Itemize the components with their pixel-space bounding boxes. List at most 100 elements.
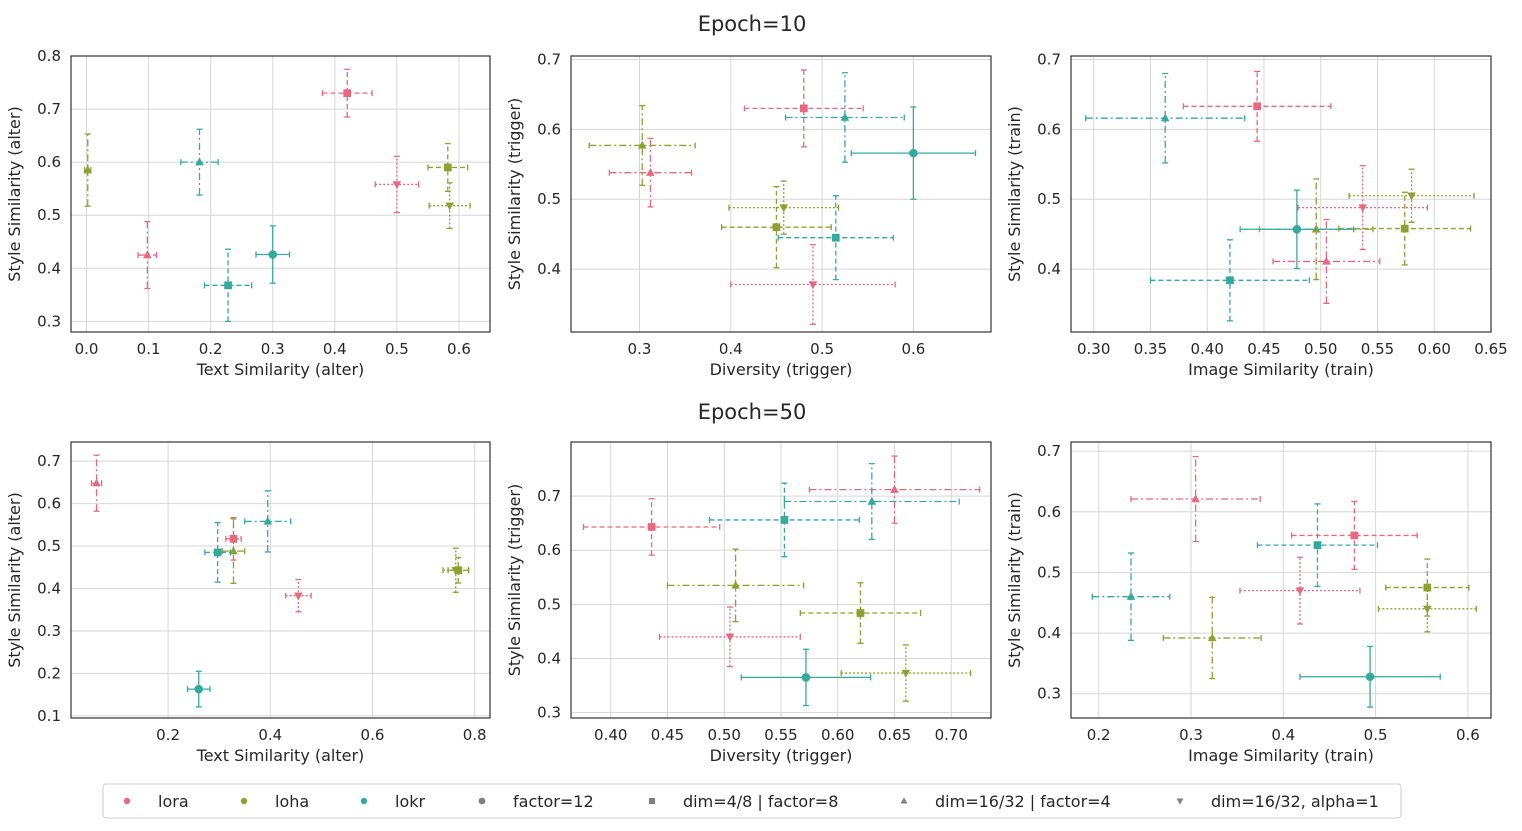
y-tick-label: 0.7 — [1037, 442, 1061, 460]
marker-triangle-down — [1423, 605, 1432, 614]
point-loha-triangle-up — [666, 548, 805, 623]
x-tick-label: 0.6 — [361, 726, 385, 744]
y-tick-label: 0.7 — [537, 50, 561, 68]
marker-square — [1350, 531, 1359, 540]
point-lokr-square — [777, 195, 894, 281]
marker-triangle-down — [451, 567, 461, 575]
marker-triangle-up — [229, 546, 238, 555]
legend-label: lora — [158, 792, 189, 811]
point-lora-square — [743, 69, 864, 148]
point-loha-triangle-down — [1348, 168, 1475, 223]
x-axis-label: Image Similarity (train) — [1188, 360, 1374, 379]
marker-triangle-down — [725, 633, 735, 642]
panel-r1-c0: 0.2 0.4 0.6 0.8 0.1 0.2 0.3 0.4 0.5 0.6 0.7 Text Si… — [5, 441, 491, 765]
point-loha-square — [427, 142, 469, 192]
x-tick-label: 0.6 — [447, 340, 471, 358]
x-tick-label: 0.4 — [258, 726, 282, 744]
y-tick-label: 0.2 — [37, 664, 61, 682]
legend-swatch-lokr — [360, 797, 368, 805]
plot-frame — [1070, 55, 1492, 333]
x-tick-label: 0.5 — [385, 340, 409, 358]
x-tick-label: 0.4 — [1271, 726, 1295, 744]
point-lora-triangle-down — [1239, 556, 1361, 625]
marker-square — [772, 223, 781, 232]
point-lora-triangle-up — [1130, 455, 1261, 543]
marker-triangle-up — [83, 165, 93, 174]
legend-marker-circle — [478, 797, 486, 805]
marker-triangle-down — [1295, 587, 1305, 596]
marker-triangle-up — [646, 167, 655, 176]
point-lokr-triangle-up — [1091, 552, 1171, 642]
y-tick-label: 0.7 — [37, 100, 61, 118]
y-tick-label: 0.5 — [537, 190, 561, 208]
x-tick-label: 0.4 — [323, 340, 347, 358]
legend-item-6: dim=16/32, alpha=1 — [1176, 792, 1379, 811]
y-tick-label: 0.7 — [537, 487, 561, 505]
x-tick-label: 0.60 — [1418, 340, 1451, 358]
point-loha-square — [1338, 191, 1472, 266]
marker-circle — [1292, 224, 1302, 234]
point-loha-triangle-down — [428, 182, 471, 230]
plot-frame — [70, 441, 491, 719]
marker-triangle-up — [263, 516, 273, 525]
marker-square — [799, 104, 808, 113]
y-tick-label: 0.7 — [1037, 50, 1061, 68]
y-tick-label: 0.6 — [1037, 503, 1061, 521]
legend-item-5: dim=16/32 | factor=4 — [900, 792, 1111, 811]
marker-circle — [801, 673, 811, 682]
marker-triangle-up — [840, 112, 850, 121]
legend: lora loha lokr factor=12 dim=4/8 | factor=8 d… — [102, 783, 1402, 819]
legend-item-4: dim=4/8 | factor=8 — [648, 792, 838, 811]
legend-swatch-loha — [240, 797, 248, 805]
y-axis-label: Style Similarity (alter) — [5, 106, 24, 281]
x-tick-label: 0.65 — [1474, 340, 1507, 358]
marker-square — [224, 281, 232, 290]
marker-triangle-up — [731, 580, 740, 589]
chart-panels: 0.0 0.1 0.2 0.3 0.4 0.5 0.6 0.3 0.4 0.5 0.6 0.7 0.8 T… — [5, 47, 1508, 765]
marker-triangle-down — [779, 204, 789, 213]
point-loha-triangle-down — [1377, 585, 1477, 633]
x-tick-label: 0.30 — [1077, 340, 1110, 358]
point-lokr-square — [1256, 503, 1379, 588]
plot-frame — [1070, 441, 1492, 719]
x-tick-label: 0.50 — [1304, 340, 1337, 358]
y-tick-label: 0.4 — [537, 260, 561, 278]
y-axis-label: Style Similarity (alter) — [5, 492, 24, 667]
panel-r0-c0: 0.0 0.1 0.2 0.3 0.4 0.5 0.6 0.3 0.4 0.5 0.6 0.7 0.8 T… — [5, 47, 491, 379]
y-tick-label: 0.6 — [537, 120, 561, 138]
x-axis-label: Text Similarity (alter) — [196, 360, 365, 379]
x-tick-label: 0.4 — [719, 340, 743, 358]
legend-marker-triangle-down — [1176, 798, 1184, 805]
legend-label: dim=4/8 | factor=8 — [683, 792, 838, 811]
marker-triangle-up — [867, 496, 877, 505]
marker-square — [780, 516, 789, 524]
point-lokr-square — [203, 248, 253, 323]
x-tick-label: 0.1 — [137, 340, 161, 358]
marker-triangle-up — [195, 157, 204, 166]
point-loha-triangle-down — [840, 644, 972, 702]
point-lora-square — [1182, 70, 1332, 142]
legend-label: loha — [275, 792, 309, 811]
marker-square — [1226, 276, 1234, 285]
marker-square — [647, 523, 656, 531]
point-loha-triangle-down — [442, 547, 470, 593]
point-lokr-square — [204, 522, 232, 583]
y-tick-label: 0.8 — [37, 47, 61, 65]
point-lokr-triangle-up — [1085, 72, 1246, 164]
point-lokr-triangle-up — [180, 128, 219, 196]
legend-label: lokr — [395, 792, 426, 811]
x-tick-label: 0.6 — [901, 340, 925, 358]
point-lora-triangle-up — [90, 454, 103, 512]
marker-triangle-up — [1191, 494, 1200, 503]
marker-triangle-up — [143, 250, 152, 259]
panel-r1-c1: 0.40 0.45 0.50 0.55 0.60 0.65 0.70 0.3 0.4 0.5 0.6… — [505, 441, 992, 765]
marker-square — [856, 609, 865, 617]
point-lora-triangle-down — [730, 244, 896, 325]
legend-label: dim=16/32, alpha=1 — [1211, 792, 1379, 811]
point-loha-triangle-down — [728, 180, 840, 235]
marker-triangle-down — [392, 181, 402, 190]
legend-item-3: factor=12 — [478, 792, 594, 811]
x-axis-label: Diversity (trigger) — [710, 746, 853, 765]
x-axis-label: Diversity (trigger) — [710, 360, 853, 379]
point-lora-triangle-down — [374, 155, 420, 214]
